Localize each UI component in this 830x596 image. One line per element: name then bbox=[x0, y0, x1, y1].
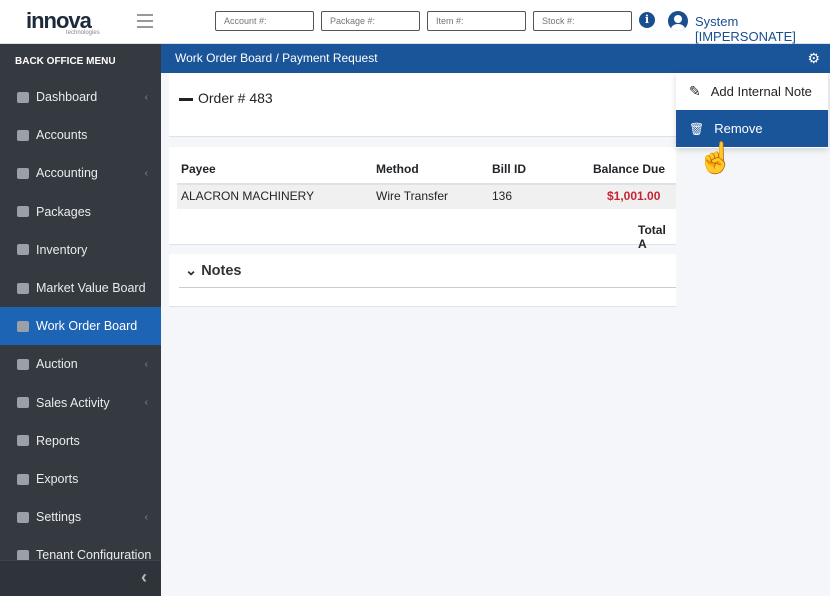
trash-icon: 🗑 bbox=[689, 121, 705, 136]
gears-icon[interactable]: ⚙ bbox=[807, 50, 820, 66]
col-balance-due: Balance Due bbox=[593, 162, 666, 176]
sidebar-item-label: Accounting bbox=[36, 166, 98, 181]
sidebar-item-label: Accounts bbox=[36, 128, 88, 143]
menu-icon bbox=[17, 473, 29, 485]
add-internal-note-menu-item[interactable]: ✎ Add Internal Note bbox=[676, 73, 828, 110]
menu-icon bbox=[17, 206, 29, 218]
sidebar-item-label: Market Value Board bbox=[36, 281, 146, 295]
sidebar-item-label: Reports bbox=[36, 433, 80, 448]
sidebar-item-label: Settings bbox=[36, 510, 82, 525]
menu-icon bbox=[17, 511, 29, 523]
sidebar-item-label: Packages bbox=[36, 204, 91, 219]
chevron-left-icon: ‹ bbox=[141, 567, 147, 587]
chevron-down-icon: ⌄ bbox=[185, 263, 198, 279]
account-search-input[interactable] bbox=[215, 11, 314, 31]
menu-item-label: Add Internal Note bbox=[710, 84, 812, 99]
cell-method: Wire Transfer bbox=[376, 189, 449, 203]
sidebar-item-reports[interactable]: Reports bbox=[0, 422, 161, 460]
sidebar-collapse-button[interactable]: ‹ bbox=[0, 560, 161, 596]
menu-item-label: Remove bbox=[714, 121, 763, 136]
notes-card: ⌄ Notes bbox=[169, 254, 676, 307]
menu-icon bbox=[17, 91, 29, 103]
sidebar-item-inventory[interactable]: Inventory bbox=[0, 231, 161, 269]
table-row[interactable] bbox=[177, 183, 676, 209]
info-icon[interactable]: i bbox=[639, 12, 655, 28]
actions-dropdown: ✎ Add Internal Note 🗑 Remove bbox=[676, 73, 828, 148]
menu-icon bbox=[17, 282, 29, 294]
stock-search-input[interactable] bbox=[533, 11, 632, 31]
sidebar-item-work-order-board[interactable]: Work Order Board bbox=[0, 307, 161, 346]
chevron-left-icon: ‹ bbox=[144, 397, 148, 409]
cell-balance-due: $1,001.00 bbox=[607, 189, 661, 203]
divider bbox=[179, 287, 676, 288]
col-payee: Payee bbox=[181, 162, 216, 176]
menu-icon bbox=[17, 358, 29, 370]
user-avatar-icon[interactable] bbox=[668, 11, 688, 31]
hand-cursor-icon: ☝ bbox=[697, 142, 735, 175]
hamburger-menu-icon[interactable] bbox=[137, 14, 153, 32]
cell-payee: ALACRON MACHINERY bbox=[181, 189, 315, 203]
col-bill-id: Bill ID bbox=[492, 162, 527, 176]
menu-icon bbox=[17, 244, 29, 256]
sidebar-title: BACK OFFICE MENU bbox=[15, 56, 116, 67]
order-card: Order # 483 bbox=[169, 73, 676, 137]
user-name[interactable]: System [IMPERSONATE] bbox=[695, 14, 796, 44]
sidebar-item-label: Sales Activity bbox=[36, 395, 110, 410]
breadcrumb-bar: Work Order Board / Payment Request ⚙ bbox=[161, 44, 830, 73]
menu-icon bbox=[17, 397, 29, 409]
sidebar-item-accounts[interactable]: Accounts bbox=[0, 116, 161, 154]
chevron-left-icon: ‹ bbox=[144, 167, 148, 179]
sidebar-item-label: Auction bbox=[36, 357, 78, 372]
notes-toggle[interactable]: ⌄ Notes bbox=[185, 263, 241, 279]
sidebar-item-exports[interactable]: Exports bbox=[0, 460, 161, 498]
chevron-left-icon: ‹ bbox=[144, 511, 148, 523]
sidebar-item-label: Tenant Configuration bbox=[36, 548, 152, 563]
logo-text: innova bbox=[26, 8, 92, 33]
sidebar-item-accounting[interactable]: Accounting ‹ bbox=[0, 154, 161, 192]
payment-table: Payee Method Bill ID Balance Due ALACRON… bbox=[169, 147, 676, 251]
sidebar-item-settings[interactable]: Settings ‹ bbox=[0, 498, 161, 536]
sidebar-item-packages[interactable]: Packages bbox=[0, 193, 161, 231]
minus-icon bbox=[179, 97, 193, 101]
menu-icon bbox=[17, 320, 29, 332]
chevron-left-icon: ‹ bbox=[144, 358, 148, 370]
sidebar-item-label: Inventory bbox=[36, 242, 88, 257]
menu-icon bbox=[17, 549, 29, 561]
edit-icon: ✎ bbox=[689, 83, 701, 99]
menu-icon bbox=[17, 167, 29, 179]
order-title: Order # 483 bbox=[198, 90, 273, 106]
total-label: Total A bbox=[638, 223, 666, 251]
notes-title: Notes bbox=[201, 263, 242, 279]
chevron-left-icon: ‹ bbox=[144, 91, 148, 103]
logo-subtext: technologies bbox=[66, 30, 100, 36]
sidebar-item-label: Dashboard bbox=[36, 90, 98, 104]
sidebar: BACK OFFICE MENU Dashboard ‹ Accounts Accou… bbox=[0, 44, 161, 596]
menu-icon bbox=[17, 129, 29, 141]
sidebar-item-tenant-configuration[interactable]: Tenant Configuration bbox=[0, 536, 161, 574]
sidebar-item-dashboard[interactable]: Dashboard ‹ bbox=[0, 78, 161, 116]
remove-menu-item[interactable]: 🗑 Remove bbox=[676, 110, 828, 147]
sidebar-item-label: Work Order Board bbox=[36, 319, 138, 334]
col-method: Method bbox=[376, 162, 419, 176]
sidebar-item-sales-activity[interactable]: Sales Activity ‹ bbox=[0, 384, 161, 422]
cell-bill-id: 136 bbox=[492, 189, 513, 203]
sidebar-item-auction[interactable]: Auction ‹ bbox=[0, 345, 161, 383]
sidebar-item-label: Exports bbox=[36, 472, 79, 486]
item-search-input[interactable] bbox=[427, 11, 526, 31]
menu-icon bbox=[17, 435, 29, 447]
package-search-input[interactable] bbox=[321, 11, 420, 31]
breadcrumb[interactable]: Work Order Board / Payment Request bbox=[175, 51, 378, 65]
logo[interactable]: innova technologies bbox=[26, 8, 100, 36]
order-toggle[interactable]: Order # 483 bbox=[179, 90, 273, 106]
sidebar-item-market-value-board[interactable]: Market Value Board bbox=[0, 269, 161, 307]
